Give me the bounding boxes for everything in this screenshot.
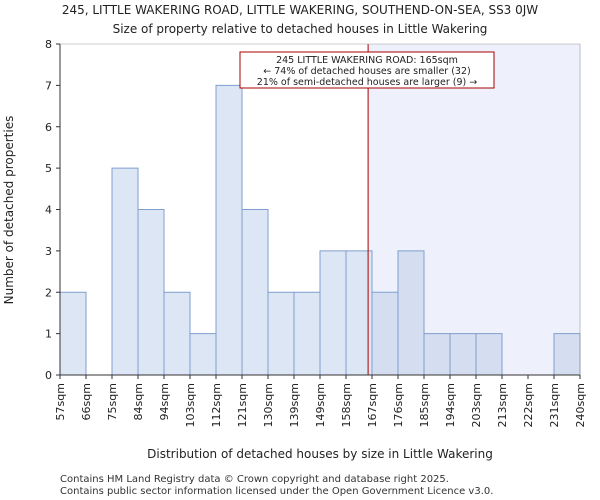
bar-94sqm [163,291,191,376]
y-tick-label-4: 4 [45,204,52,217]
y-tick-label-5: 5 [45,162,52,175]
x-tick-label-167sqm: 167sqm [366,383,379,427]
bar-203sqm [475,333,503,376]
y-tick-label-3: 3 [45,245,52,258]
bar-75sqm [111,167,139,376]
annotation-line-1: 245 LITTLE WAKERING ROAD: 165sqm [276,55,458,66]
bar-84sqm [137,209,165,376]
bar-112sqm [215,84,243,376]
bar-176sqm [397,250,425,376]
annotation-line-3: 21% of semi-detached houses are larger (… [257,77,477,88]
plot-area: 0 1 2 3 4 5 6 7 8 57sqm 66sqm 75sqm 84sqm 94sqm 103sqm… [45,38,587,427]
bar-231sqm [553,333,581,376]
x-tick-label-94sqm: 94sqm [158,383,171,420]
bar-130sqm [267,291,295,376]
bar-149sqm [319,250,347,376]
y-tick-label-2: 2 [45,286,52,299]
chart-title: 245, LITTLE WAKERING ROAD, LITTLE WAKERI… [62,3,538,17]
bar-167sqm [371,291,399,376]
bar-121sqm [241,209,269,376]
y-axis-label: Number of detached properties [2,116,16,305]
y-tick-label-6: 6 [45,121,52,134]
x-tick-label-240sqm: 240sqm [574,383,587,427]
y-tick-label-8: 8 [45,38,52,51]
x-tick-label-149sqm: 149sqm [314,383,327,427]
bar-185sqm [423,333,451,376]
x-tick-label-194sqm: 194sqm [444,383,457,427]
x-tick-label-66sqm: 66sqm [80,383,93,420]
bar-194sqm [449,333,477,376]
x-tick-label-75sqm: 75sqm [106,383,119,420]
y-tick-label-7: 7 [45,79,52,92]
x-tick-label-231sqm: 231sqm [548,383,561,427]
footer-line-2: Contains public sector information licen… [60,486,493,497]
chart-subtitle: Size of property relative to detached ho… [113,22,488,36]
x-tick-label-57sqm: 57sqm [54,383,67,420]
footer-line-1: Contains HM Land Registry data © Crown c… [60,474,449,485]
x-tick-label-222sqm: 222sqm [522,383,535,427]
x-tick-label-213sqm: 213sqm [496,383,509,427]
annotation-box [239,51,495,89]
x-tick-label-185sqm: 185sqm [418,383,431,427]
bar-103sqm [189,333,217,376]
bar-57sqm [59,291,87,376]
x-tick-label-203sqm: 203sqm [470,383,483,427]
y-tick-label-1: 1 [45,328,52,341]
bar-139sqm [293,291,321,376]
x-tick-label-158sqm: 158sqm [340,383,353,427]
y-tick-label-0: 0 [45,369,52,382]
x-tick-label-139sqm: 139sqm [288,383,301,427]
x-axis-label: Distribution of detached houses by size … [147,447,493,461]
x-tick-label-112sqm: 112sqm [210,383,223,427]
annotation-line-2: ← 74% of detached houses are smaller (32… [263,66,470,77]
x-tick-label-176sqm: 176sqm [392,383,405,427]
x-tick-label-121sqm: 121sqm [236,383,249,427]
x-tick-label-103sqm: 103sqm [184,383,197,427]
x-tick-label-84sqm: 84sqm [132,383,145,420]
x-tick-label-130sqm: 130sqm [262,383,275,427]
